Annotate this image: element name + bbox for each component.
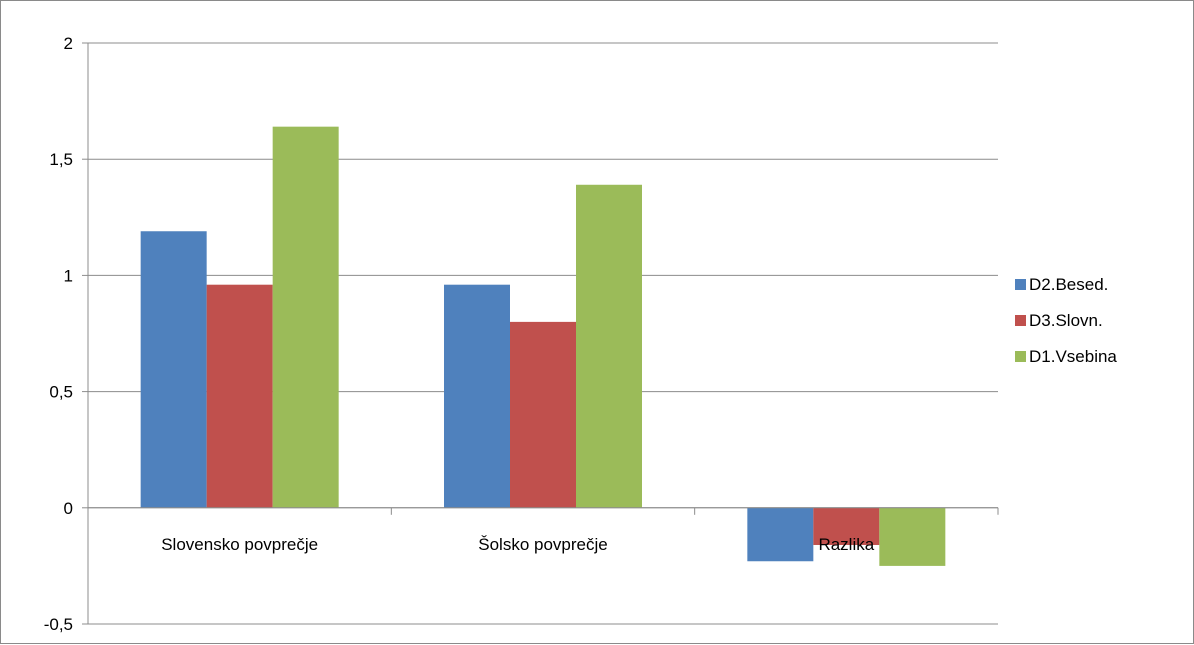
legend-swatch (1015, 351, 1026, 362)
y-tick-label: -0,5 (44, 615, 73, 634)
legend-swatch (1015, 315, 1026, 326)
legend-label: D1.Vsebina (1029, 347, 1117, 366)
legend-swatch (1015, 279, 1026, 290)
y-tick-label: 2 (64, 34, 73, 53)
bar (510, 321, 576, 508)
bar (444, 284, 510, 508)
y-tick-label: 1,5 (49, 150, 73, 169)
legend-label: D3.Slovn. (1029, 311, 1103, 330)
bar (206, 284, 273, 508)
bar (140, 231, 207, 508)
x-category-label: Slovensko povprečje (161, 535, 318, 554)
bar (813, 507, 880, 545)
axes (82, 42, 999, 625)
bar (272, 126, 339, 508)
bar (576, 184, 642, 508)
y-tick-label: 0 (64, 499, 73, 518)
bar (747, 507, 814, 562)
labels: -0,5 0 0,5 1 1,5 2 Slovensko povprečje Šolsko p… (44, 34, 875, 634)
legend-label: D2.Besed. (1029, 275, 1108, 294)
legend: D2.Besed. D3.Slovn. D1.Vsebina (1015, 275, 1117, 366)
y-tick-label: 1 (64, 266, 73, 285)
bars (140, 126, 946, 566)
x-category-label: Razlika (818, 535, 874, 554)
x-category-label: Šolsko povprečje (478, 535, 607, 554)
y-tick-label: 0,5 (49, 383, 73, 402)
bar (879, 507, 946, 566)
